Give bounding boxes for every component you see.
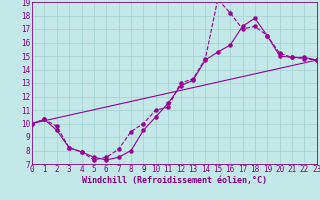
X-axis label: Windchill (Refroidissement éolien,°C): Windchill (Refroidissement éolien,°C)	[82, 176, 267, 185]
